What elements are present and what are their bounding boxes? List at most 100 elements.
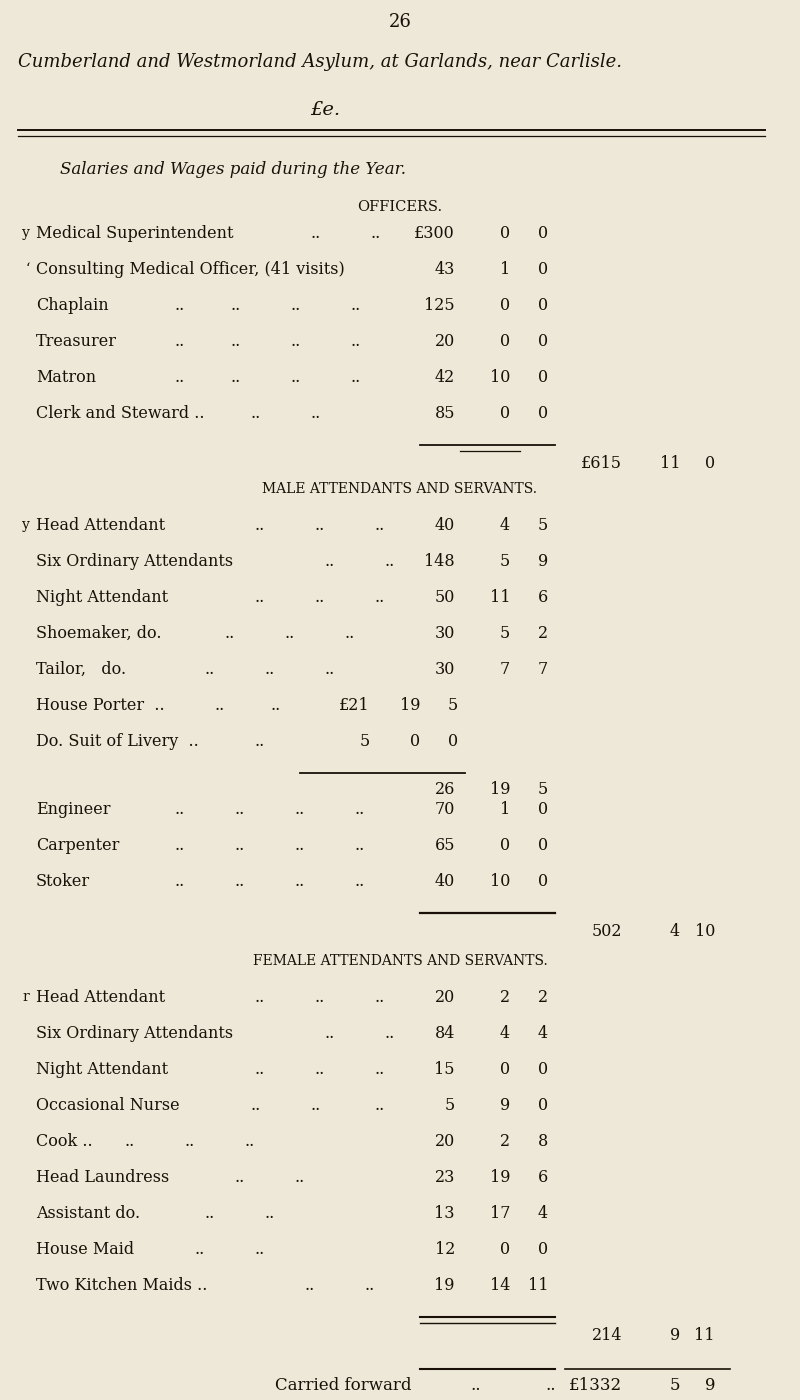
Text: Clerk and Steward ..: Clerk and Steward ..: [36, 405, 205, 421]
Text: 2: 2: [538, 988, 548, 1005]
Text: 0: 0: [538, 1061, 548, 1078]
Text: 20: 20: [434, 988, 455, 1005]
Text: ..: ..: [375, 517, 386, 533]
Text: ..: ..: [245, 1133, 255, 1149]
Text: Head Attendant: Head Attendant: [36, 988, 165, 1005]
Text: 23: 23: [434, 1169, 455, 1186]
Text: ..: ..: [255, 1061, 266, 1078]
Text: Matron: Matron: [36, 368, 96, 385]
Text: 5: 5: [538, 781, 548, 798]
Text: 12: 12: [434, 1240, 455, 1257]
Text: 148: 148: [424, 553, 455, 570]
Text: ..: ..: [310, 224, 320, 241]
Text: 19: 19: [490, 1169, 510, 1186]
Text: ..: ..: [175, 297, 186, 314]
Text: 0: 0: [500, 405, 510, 421]
Text: 6: 6: [538, 588, 548, 605]
Text: 0: 0: [500, 836, 510, 854]
Text: ..: ..: [295, 801, 306, 818]
Text: 8: 8: [538, 1133, 548, 1149]
Text: Cook ..: Cook ..: [36, 1133, 93, 1149]
Text: 10: 10: [490, 872, 510, 889]
Text: 11: 11: [659, 455, 680, 472]
Text: Assistant do.: Assistant do.: [36, 1204, 140, 1221]
Text: 11: 11: [694, 1327, 715, 1344]
Text: 502: 502: [591, 923, 622, 939]
Text: 43: 43: [434, 260, 455, 277]
Text: £615: £615: [581, 455, 622, 472]
Text: ..: ..: [305, 1277, 315, 1294]
Text: 2: 2: [538, 624, 548, 641]
Text: £e.: £e.: [310, 101, 340, 119]
Text: ..: ..: [215, 697, 226, 714]
Text: r: r: [22, 990, 29, 1004]
Text: 9: 9: [500, 1096, 510, 1113]
Text: FEMALE ATTENDANTS AND SERVANTS.: FEMALE ATTENDANTS AND SERVANTS.: [253, 953, 547, 967]
Text: Night Attendant: Night Attendant: [36, 588, 168, 605]
Text: 0: 0: [705, 455, 715, 472]
Text: 5: 5: [448, 697, 458, 714]
Text: ..: ..: [235, 1169, 246, 1186]
Text: 30: 30: [434, 661, 455, 678]
Text: 2: 2: [500, 1133, 510, 1149]
Text: 13: 13: [434, 1204, 455, 1221]
Text: OFFICERS.: OFFICERS.: [358, 200, 442, 214]
Text: ..: ..: [315, 988, 326, 1005]
Text: ‘: ‘: [26, 262, 30, 276]
Text: ..: ..: [310, 405, 320, 421]
Text: 7: 7: [538, 661, 548, 678]
Text: ..: ..: [345, 624, 355, 641]
Text: 0: 0: [538, 1096, 548, 1113]
Text: ..: ..: [355, 836, 366, 854]
Text: ..: ..: [355, 872, 366, 889]
Text: 214: 214: [591, 1327, 622, 1344]
Text: 5: 5: [500, 624, 510, 641]
Text: ..: ..: [225, 624, 235, 641]
Text: ..: ..: [375, 988, 386, 1005]
Text: 0: 0: [410, 732, 420, 749]
Text: 0: 0: [538, 333, 548, 350]
Text: ..: ..: [250, 405, 260, 421]
Text: ..: ..: [365, 1277, 375, 1294]
Text: 1: 1: [500, 260, 510, 277]
Text: Engineer: Engineer: [36, 801, 110, 818]
Text: ..: ..: [375, 588, 386, 605]
Text: ..: ..: [290, 368, 300, 385]
Text: MALE ATTENDANTS AND SERVANTS.: MALE ATTENDANTS AND SERVANTS.: [262, 482, 538, 496]
Text: Do. Suit of Livery  ..: Do. Suit of Livery ..: [36, 732, 198, 749]
Text: 26: 26: [389, 13, 411, 31]
Text: ..: ..: [205, 1204, 215, 1221]
Text: 10: 10: [694, 923, 715, 939]
Text: ..: ..: [355, 801, 366, 818]
Text: ..: ..: [325, 553, 335, 570]
Text: y: y: [22, 518, 30, 532]
Text: 0: 0: [500, 333, 510, 350]
Text: 4: 4: [500, 1025, 510, 1042]
Text: ..: ..: [290, 333, 300, 350]
Text: 10: 10: [490, 368, 510, 385]
Text: ..: ..: [315, 588, 326, 605]
Text: 5: 5: [500, 553, 510, 570]
Text: ..: ..: [325, 661, 335, 678]
Text: 14: 14: [490, 1277, 510, 1294]
Text: 0: 0: [500, 1240, 510, 1257]
Text: House Porter  ..: House Porter ..: [36, 697, 165, 714]
Text: 0: 0: [448, 732, 458, 749]
Text: ..: ..: [290, 297, 300, 314]
Text: 0: 0: [538, 801, 548, 818]
Text: 26: 26: [434, 781, 455, 798]
Text: 0: 0: [500, 224, 510, 241]
Text: Salaries and Wages paid during the Year.: Salaries and Wages paid during the Year.: [60, 161, 406, 178]
Text: ..: ..: [315, 1061, 326, 1078]
Text: ..: ..: [295, 872, 306, 889]
Text: Stoker: Stoker: [36, 872, 90, 889]
Text: 30: 30: [434, 624, 455, 641]
Text: ..: ..: [350, 297, 360, 314]
Text: Six Ordinary Attendants: Six Ordinary Attendants: [36, 553, 233, 570]
Text: 4: 4: [670, 923, 680, 939]
Text: Shoemaker, do.: Shoemaker, do.: [36, 624, 162, 641]
Text: 0: 0: [500, 297, 510, 314]
Text: ..: ..: [195, 1240, 206, 1257]
Text: 0: 0: [538, 260, 548, 277]
Text: 15: 15: [434, 1061, 455, 1078]
